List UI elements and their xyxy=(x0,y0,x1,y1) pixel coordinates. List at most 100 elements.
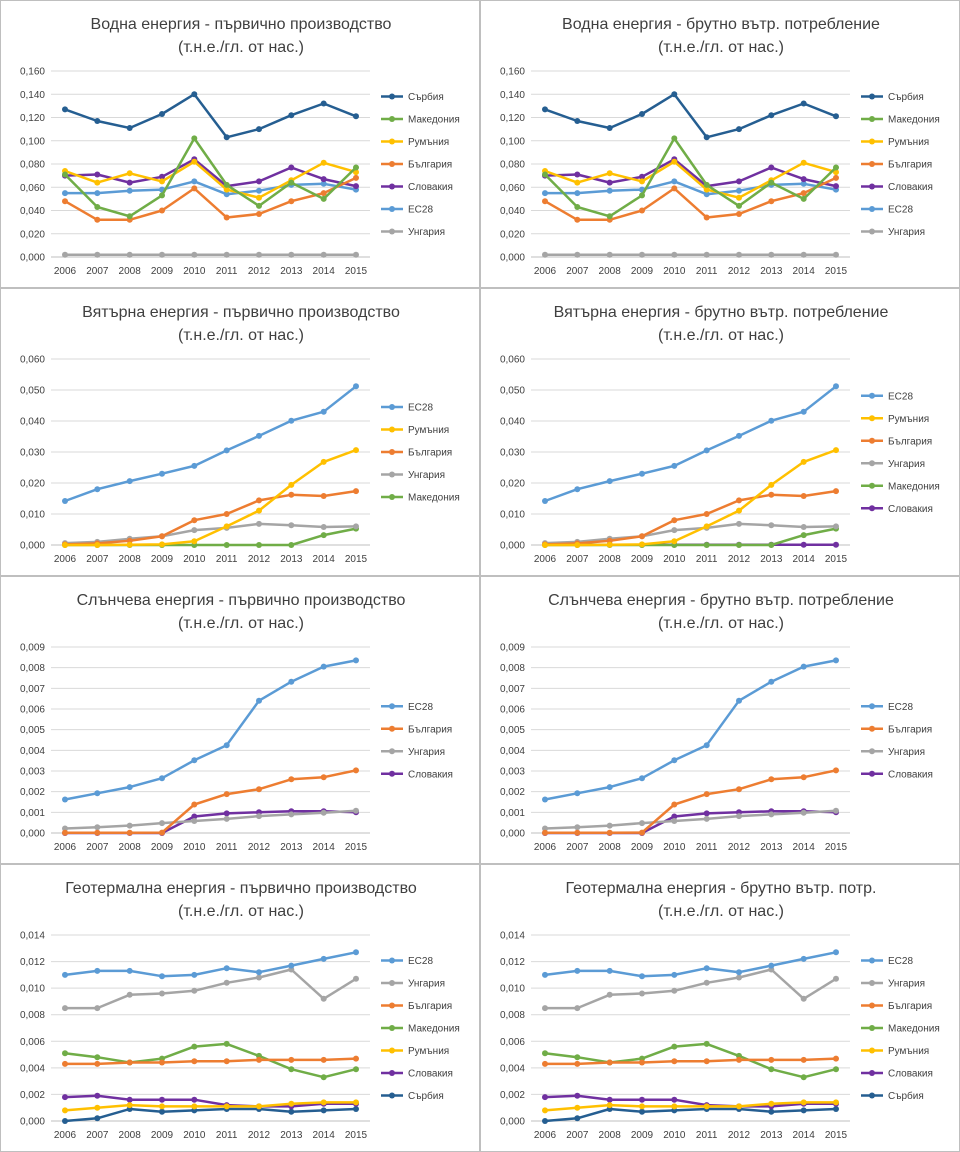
legend-marker xyxy=(869,725,875,732)
data-point xyxy=(768,542,775,548)
legend-marker xyxy=(389,471,395,478)
y-tick-label: 0,006 xyxy=(20,1037,45,1048)
legend-label: Словакия xyxy=(408,182,453,193)
legend-marker xyxy=(869,703,875,710)
data-point xyxy=(542,198,548,205)
data-point xyxy=(159,1108,165,1115)
data-point xyxy=(736,974,742,981)
x-tick-label: 2006 xyxy=(54,1130,77,1141)
data-point xyxy=(223,1103,230,1110)
data-point xyxy=(126,1102,133,1109)
legend-label: Румъния xyxy=(408,425,449,436)
data-point xyxy=(288,1108,295,1115)
y-tick-label: 0,040 xyxy=(500,206,525,217)
y-tick-label: 0,012 xyxy=(20,957,45,968)
data-point xyxy=(288,522,295,529)
y-tick-label: 0,120 xyxy=(500,113,525,124)
data-point xyxy=(191,517,198,524)
data-point xyxy=(191,1103,198,1110)
data-point xyxy=(800,180,807,187)
x-tick-label: 2011 xyxy=(216,1130,238,1141)
legend-label: Румъния xyxy=(888,1046,929,1057)
data-point xyxy=(800,663,807,670)
data-point xyxy=(223,542,230,548)
x-tick-label: 2014 xyxy=(793,266,816,277)
data-point xyxy=(800,458,807,465)
data-point xyxy=(126,213,133,220)
data-point xyxy=(62,1060,68,1067)
data-point xyxy=(94,118,101,124)
data-point xyxy=(320,100,327,107)
x-tick-label: 2010 xyxy=(183,1130,206,1141)
data-point xyxy=(353,975,359,982)
x-tick-label: 2010 xyxy=(663,266,686,277)
y-tick-label: 0,040 xyxy=(20,417,45,428)
data-point xyxy=(671,987,678,994)
data-point xyxy=(159,470,165,477)
data-point xyxy=(800,251,807,258)
data-point xyxy=(159,251,165,258)
data-point xyxy=(126,784,133,791)
data-point xyxy=(606,478,613,485)
data-point xyxy=(256,187,262,194)
data-point xyxy=(353,523,359,530)
data-point xyxy=(606,822,613,829)
chart-subtitle: (т.н.е./гл. от нас.) xyxy=(178,903,304,920)
data-point xyxy=(126,251,133,258)
data-point xyxy=(639,775,645,782)
data-point xyxy=(574,542,581,548)
series-line xyxy=(544,137,837,218)
legend-marker xyxy=(869,161,875,167)
data-point xyxy=(62,542,68,548)
line-chart: Водна енергия - брутно вътр. потребление… xyxy=(500,16,940,277)
x-tick-label: 2015 xyxy=(345,266,368,277)
data-point xyxy=(606,187,613,194)
data-point xyxy=(62,198,68,205)
data-point xyxy=(606,967,613,974)
data-point xyxy=(256,786,262,793)
data-point xyxy=(288,491,295,498)
x-tick-label: 2014 xyxy=(793,554,816,565)
y-tick-label: 0,140 xyxy=(20,90,45,101)
data-point xyxy=(542,1050,548,1057)
data-point xyxy=(768,1066,775,1073)
y-tick-label: 0,003 xyxy=(500,767,525,778)
data-point xyxy=(191,135,198,142)
x-tick-label: 2012 xyxy=(728,842,751,853)
data-point xyxy=(833,183,839,190)
series-line xyxy=(64,489,357,546)
data-point xyxy=(606,213,613,220)
data-point xyxy=(800,176,807,183)
chart-panel-6: Слънчева енергия - брутно вътр. потребле… xyxy=(480,576,960,864)
data-point xyxy=(800,524,807,530)
data-point xyxy=(288,198,295,205)
data-point xyxy=(159,1096,165,1103)
x-tick-label: 2015 xyxy=(345,1130,368,1141)
data-point xyxy=(768,112,775,119)
series-line xyxy=(64,160,357,199)
data-point xyxy=(223,186,230,193)
chart-subtitle: (т.н.е./гл. от нас.) xyxy=(178,327,304,344)
data-point xyxy=(671,185,678,192)
data-point xyxy=(736,1103,742,1110)
data-point xyxy=(320,663,327,670)
data-point xyxy=(606,125,613,131)
data-point xyxy=(94,829,101,836)
series-group xyxy=(542,91,839,258)
data-point xyxy=(256,542,262,548)
chart-panel-7: Геотермална енергия - първично производс… xyxy=(0,864,480,1152)
data-point xyxy=(574,790,581,797)
legend-marker xyxy=(389,161,395,167)
x-tick-label: 2013 xyxy=(280,842,303,853)
data-point xyxy=(703,511,710,517)
data-point xyxy=(639,111,645,117)
data-point xyxy=(574,1115,581,1122)
data-point xyxy=(256,1056,262,1063)
data-point xyxy=(62,1050,68,1057)
data-point xyxy=(703,181,710,188)
data-point xyxy=(800,995,807,1002)
y-tick-label: 0,005 xyxy=(500,725,525,736)
chart-panel-3: Вятърна енергия - първично производство (… xyxy=(0,288,480,576)
data-point xyxy=(768,962,775,969)
x-tick-label: 2012 xyxy=(248,266,271,277)
